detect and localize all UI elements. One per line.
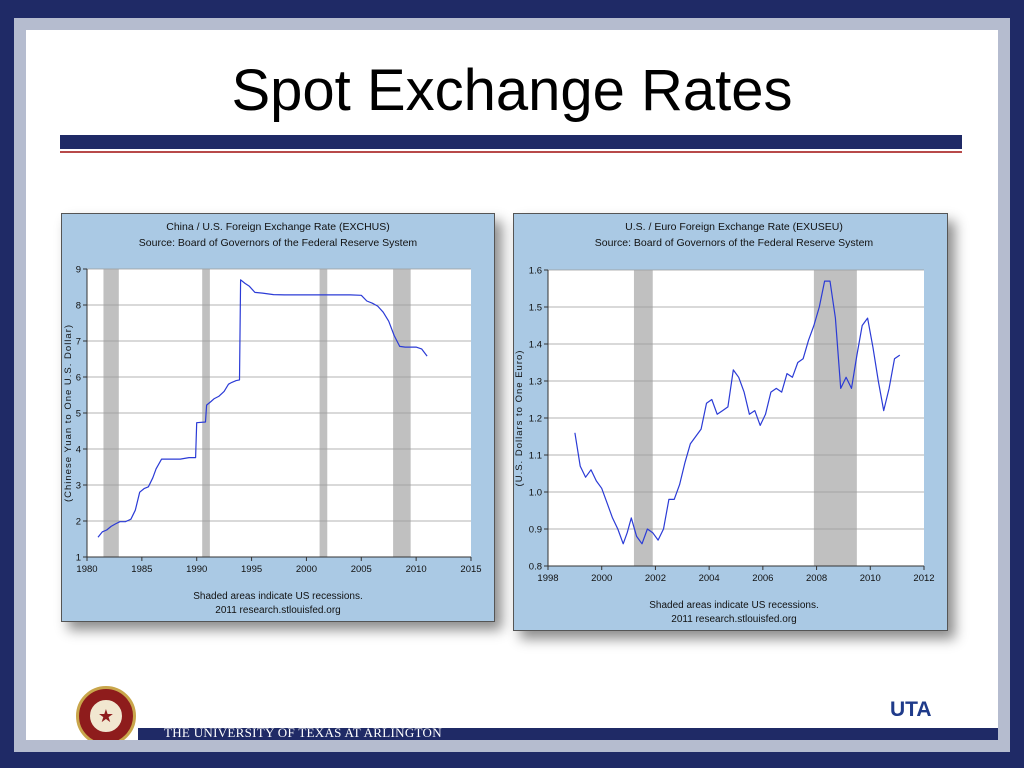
china-exchange-rate-svg: China / U.S. Foreign Exchange Rate (EXCH… xyxy=(63,221,482,616)
star-icon: ★ xyxy=(97,706,115,726)
x-tick-label: 2004 xyxy=(699,573,720,584)
x-tick-label: 2012 xyxy=(913,573,934,584)
uta-logo-text: UTA xyxy=(890,698,932,721)
x-tick-label: 2000 xyxy=(591,573,612,584)
y-tick-label: 1.3 xyxy=(529,377,542,388)
y-tick-label: 1.6 xyxy=(529,266,542,277)
chart-subtitle: Source: Board of Governors of the Federa… xyxy=(139,237,418,249)
y-tick-label: 1.1 xyxy=(529,451,542,462)
y-tick-label: 4 xyxy=(76,445,81,456)
chart-footnote-source: 2011 research.stlouisfed.org xyxy=(215,605,340,616)
seal-center: ★ xyxy=(88,698,124,734)
footer-university-name: THE UNIVERSITY OF TEXAS AT ARLINGTON xyxy=(164,725,442,740)
x-tick-label: 2006 xyxy=(752,573,773,584)
title-rule xyxy=(60,135,962,149)
y-tick-label: 9 xyxy=(76,265,81,276)
title-rule-accent xyxy=(60,151,962,153)
y-axis-label: (U.S. Dollars to One Euro) xyxy=(514,350,525,487)
y-tick-label: 5 xyxy=(76,409,81,420)
x-tick-label: 2005 xyxy=(351,564,372,575)
chart-footnote-recessions: Shaded areas indicate US recessions. xyxy=(649,600,819,611)
x-tick-label: 1998 xyxy=(537,573,558,584)
y-tick-label: 6 xyxy=(76,373,81,384)
y-tick-label: 1.4 xyxy=(529,340,542,351)
y-tick-label: 1.0 xyxy=(529,488,542,499)
slide-title: Spot Exchange Rates xyxy=(231,58,793,123)
slide: Spot Exchange Rates China / U.S. Foreign… xyxy=(26,30,998,740)
x-tick-label: 1985 xyxy=(131,564,152,575)
y-tick-label: 0.8 xyxy=(529,562,542,573)
y-tick-label: 7 xyxy=(76,337,81,348)
chart-footnote-source: 2011 research.stlouisfed.org xyxy=(671,614,796,625)
y-tick-label: 0.9 xyxy=(529,525,542,536)
x-tick-label: 2002 xyxy=(645,573,666,584)
x-tick-label: 1990 xyxy=(186,564,207,575)
y-tick-label: 2 xyxy=(76,517,81,528)
x-tick-label: 2000 xyxy=(296,564,317,575)
series-line xyxy=(574,280,901,545)
x-tick-label: 2010 xyxy=(860,573,881,584)
x-tick-label: 1980 xyxy=(76,564,97,575)
y-tick-label: 3 xyxy=(76,481,81,492)
footer-bar xyxy=(138,728,998,740)
university-seal-icon: ★ xyxy=(76,686,136,740)
uta-logo: UTA xyxy=(890,698,932,722)
x-tick-label: 2015 xyxy=(460,564,481,575)
y-tick-label: 1.2 xyxy=(529,414,542,425)
x-tick-label: 2010 xyxy=(406,564,427,575)
euro-exchange-rate-svg: U.S. / Euro Foreign Exchange Rate (EXUSE… xyxy=(514,221,935,625)
x-tick-label: 2008 xyxy=(806,573,827,584)
y-tick-label: 8 xyxy=(76,301,81,312)
euro-exchange-rate-chart: U.S. / Euro Foreign Exchange Rate (EXUSE… xyxy=(513,213,948,631)
y-tick-label: 1 xyxy=(76,553,81,564)
chart-footnote-recessions: Shaded areas indicate US recessions. xyxy=(193,591,363,602)
series-line xyxy=(97,279,428,538)
chart-title: U.S. / Euro Foreign Exchange Rate (EXUSE… xyxy=(625,221,843,233)
chart-title: China / U.S. Foreign Exchange Rate (EXCH… xyxy=(166,221,390,233)
chart-subtitle: Source: Board of Governors of the Federa… xyxy=(595,237,874,249)
y-tick-label: 1.5 xyxy=(529,303,542,314)
x-tick-label: 1995 xyxy=(241,564,262,575)
china-exchange-rate-chart: China / U.S. Foreign Exchange Rate (EXCH… xyxy=(61,213,495,622)
y-axis-label: (Chinese Yuan to One U.S. Dollar) xyxy=(63,324,74,502)
